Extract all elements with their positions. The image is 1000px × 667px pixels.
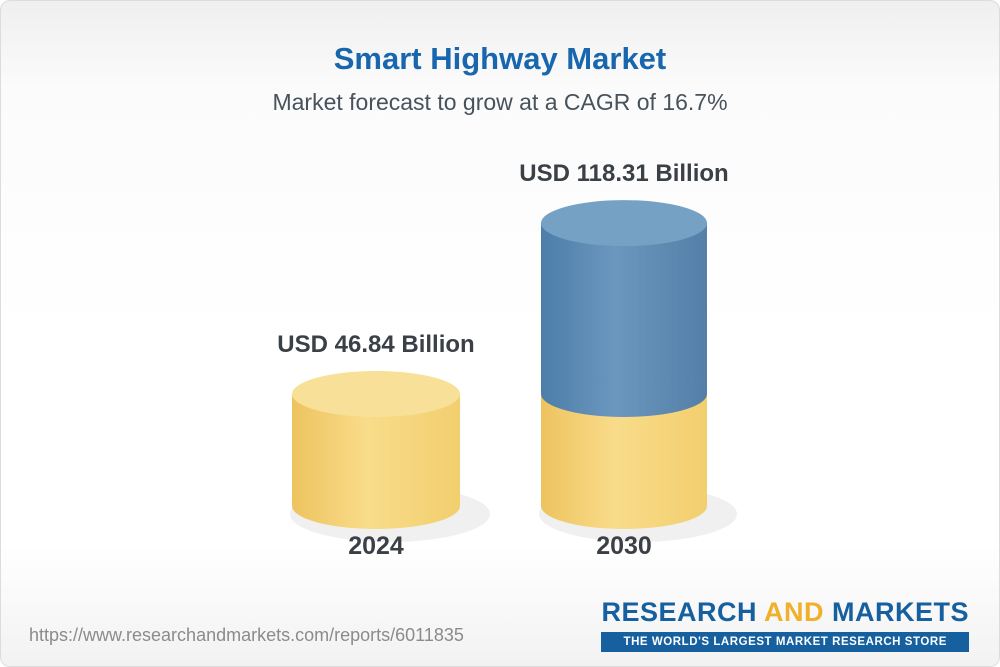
logo-word-research: RESEARCH [601, 597, 757, 627]
value-label-2030: USD 118.31 Billion [519, 160, 729, 188]
axis-label-2030: 2030 [596, 532, 652, 560]
cylinder-2030-growth-segment [541, 223, 707, 417]
logo-wordmark: RESEARCH AND MARKETS [601, 597, 969, 628]
axis-label-2024: 2024 [348, 532, 404, 560]
value-label-2024: USD 46.84 Billion [277, 331, 475, 358]
chart-title: Smart Highway Market [333, 41, 667, 76]
cylinder-2024-body [292, 394, 460, 529]
logo-word-markets: MARKETS [832, 597, 969, 627]
researchandmarkets-logo: RESEARCH AND MARKETS THE WORLD'S LARGEST… [601, 597, 969, 652]
cylinder-2030-base-segment [541, 394, 707, 529]
cylinder-2024-top [292, 371, 460, 417]
logo-tagline: THE WORLD'S LARGEST MARKET RESEARCH STOR… [601, 632, 969, 652]
chart-subtitle: Market forecast to grow at a CAGR of 16.… [272, 89, 728, 115]
logo-word-and: AND [763, 597, 824, 627]
cylinder-2030-top [541, 200, 707, 247]
report-url: https://www.researchandmarkets.com/repor… [29, 625, 464, 645]
